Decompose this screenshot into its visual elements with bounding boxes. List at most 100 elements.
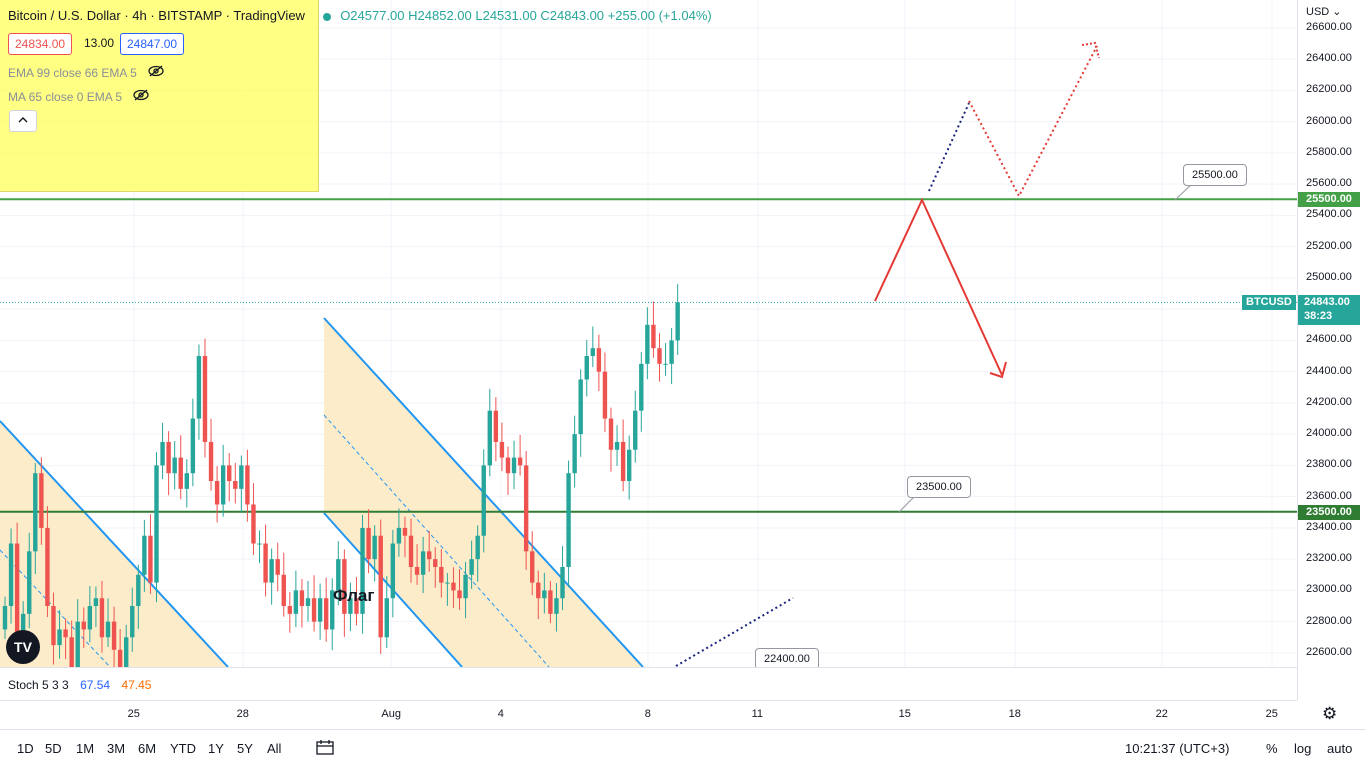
- gear-icon[interactable]: ⚙: [1322, 704, 1338, 723]
- candle-body: [675, 302, 680, 341]
- candle-body: [596, 348, 602, 372]
- candle-body: [81, 621, 86, 630]
- collapse-indicators-button[interactable]: [9, 110, 37, 132]
- candle-body: [475, 535, 480, 560]
- chart-title: Bitcoin / U.S. Dollar · 4h · BITSTAMP · …: [8, 8, 305, 23]
- candle-body: [214, 481, 220, 505]
- candle-body: [402, 527, 408, 536]
- candle-body: [433, 559, 438, 567]
- candle-body: [390, 543, 396, 599]
- candle-body: [172, 457, 177, 474]
- horizontal-levels: [0, 198, 1297, 513]
- candle-body: [620, 441, 626, 482]
- candle-body: [542, 590, 547, 599]
- range-button-1y[interactable]: 1Y: [208, 741, 224, 756]
- range-button-1d[interactable]: 1D: [17, 741, 34, 756]
- range-button-all[interactable]: All: [267, 741, 282, 756]
- calendar-icon[interactable]: [316, 739, 334, 755]
- price-tick-label: 25000.00: [1306, 270, 1352, 283]
- candle-body: [190, 418, 196, 474]
- currency-selector[interactable]: USD ⌄: [1306, 5, 1342, 18]
- candle-body: [366, 527, 371, 560]
- candle-body: [45, 527, 50, 607]
- candle-body: [614, 441, 620, 450]
- candle-body: [469, 559, 474, 575]
- time-axis[interactable]: [0, 700, 1297, 729]
- indicator-ma[interactable]: MA 65 close 0 EMA 5: [8, 89, 150, 104]
- candle-body: [39, 473, 44, 528]
- price-tick-label: 24200.00: [1306, 395, 1352, 408]
- candle-body: [354, 598, 359, 614]
- range-button-1m[interactable]: 1M: [76, 741, 95, 756]
- indicator-ema[interactable]: EMA 99 close 66 EMA 5: [8, 65, 164, 80]
- bottom-toolbar: [0, 729, 1366, 769]
- range-button-6m[interactable]: 6M: [138, 741, 157, 756]
- candle-body: [99, 598, 105, 638]
- candle-body: [8, 543, 14, 607]
- candle-body: [311, 598, 317, 622]
- auto-scale-toggle[interactable]: auto: [1327, 741, 1353, 756]
- sell-price-button[interactable]: 24834.00: [8, 33, 73, 55]
- clock-timezone[interactable]: 10:21:37 (UTC+3): [1125, 741, 1230, 756]
- candle-body: [639, 363, 644, 411]
- price-axis[interactable]: [1297, 0, 1366, 700]
- candle-body: [493, 410, 499, 442]
- stoch-d-value: 47.45: [121, 678, 152, 692]
- candle-body: [136, 574, 141, 607]
- yellow-note-panel: [0, 0, 319, 192]
- log-scale-toggle[interactable]: log: [1294, 741, 1312, 756]
- time-tick-label: 28: [236, 708, 249, 720]
- candle-body: [124, 637, 129, 667]
- buy-price-button[interactable]: 24847.00: [120, 33, 185, 55]
- time-tick-label: Aug: [381, 708, 401, 720]
- candle-body: [142, 535, 147, 575]
- ohlc-values: O24577.00 H24852.00 L24531.00 C24843.00 …: [340, 8, 712, 23]
- candle-body: [105, 621, 111, 638]
- candle-body: [560, 566, 565, 599]
- range-button-5y[interactable]: 5Y: [237, 741, 253, 756]
- candle-body: [633, 410, 638, 450]
- indicator-ema-label: EMA 99 close 66 EMA 5: [8, 66, 137, 80]
- eye-hidden-icon[interactable]: [148, 65, 164, 80]
- eye-hidden-icon[interactable]: [133, 89, 150, 104]
- chevron-up-icon: [18, 117, 28, 123]
- candle-body: [645, 324, 650, 364]
- candle-body: [663, 363, 668, 365]
- candle-body: [20, 613, 26, 638]
- bar-countdown: 38:23: [1304, 310, 1333, 322]
- candle-body: [457, 590, 462, 599]
- current-price-value: 24843.00: [1304, 296, 1350, 308]
- candle-body: [578, 379, 583, 435]
- candle-body: [148, 535, 153, 583]
- candle-body: [511, 457, 517, 474]
- channel-midline: [323, 414, 550, 667]
- candle-body: [602, 371, 608, 419]
- candle-body: [305, 598, 311, 607]
- candle-body: [2, 606, 8, 630]
- percent-scale-toggle[interactable]: %: [1266, 741, 1278, 756]
- candle-body: [530, 551, 535, 583]
- candle-body: [372, 535, 377, 560]
- range-button-ytd[interactable]: YTD: [170, 741, 196, 756]
- level-tag-high: 25500.00: [1298, 192, 1360, 207]
- candle-body: [657, 348, 662, 364]
- stoch-pane[interactable]: [0, 667, 1297, 701]
- forecast-dotted-blue-up: [928, 102, 970, 192]
- candle-body: [293, 590, 299, 614]
- range-button-5d[interactable]: 5D: [45, 741, 62, 756]
- candle-body: [360, 527, 365, 614]
- stoch-name: Stoch 5 3 3: [8, 678, 69, 692]
- current-price-tag: 24843.00 38:23: [1298, 295, 1360, 325]
- candle-body: [251, 504, 256, 544]
- price-tick-label: 25200.00: [1306, 239, 1352, 252]
- candle-body: [608, 418, 614, 450]
- candle-body: [517, 457, 523, 466]
- price-tick-label: 24000.00: [1306, 427, 1352, 440]
- chevron-down-icon: ⌄: [1332, 6, 1342, 18]
- range-button-3m[interactable]: 3M: [107, 741, 126, 756]
- time-tick-label: 15: [898, 708, 911, 720]
- time-tick-label: 11: [751, 708, 764, 720]
- candle-body: [93, 598, 99, 607]
- candle-body: [245, 465, 250, 505]
- candle-body: [330, 590, 335, 630]
